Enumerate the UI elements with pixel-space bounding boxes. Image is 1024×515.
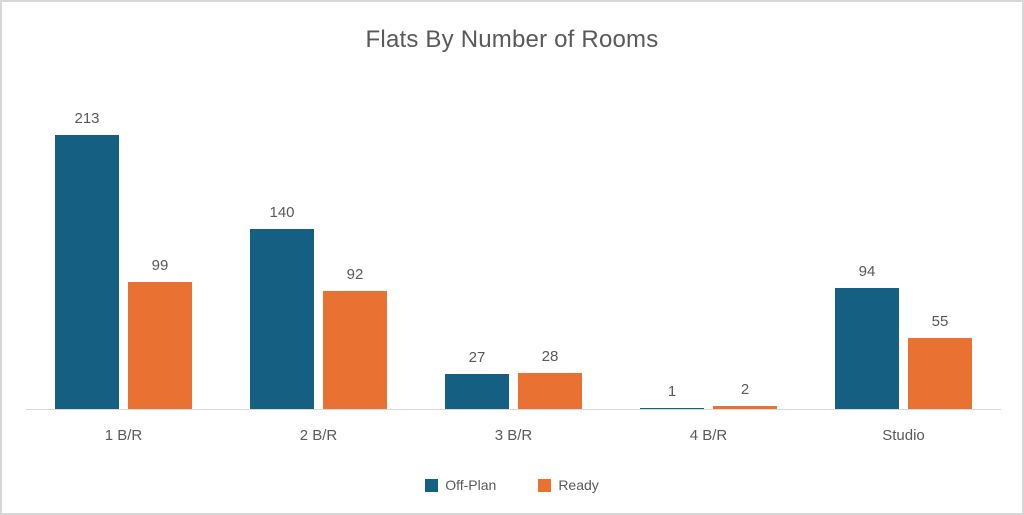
bar-offplan [835, 288, 899, 409]
bar-group-2br: 140 92 [221, 92, 416, 409]
legend: Off-Plan Ready [2, 477, 1022, 493]
bar-wrap: 140 [250, 205, 314, 409]
data-label: 28 [541, 348, 559, 365]
chart-title: Flats By Number of Rooms [365, 26, 659, 53]
bar-offplan [55, 135, 119, 409]
plot-area: 213 99 140 92 27 28 [26, 92, 1001, 410]
bar-wrap: 94 [835, 264, 899, 409]
bar-wrap: 2 [713, 382, 777, 409]
bar-wrap: 92 [323, 267, 387, 409]
bar-wrap: 55 [908, 314, 972, 409]
legend-item-ready: Ready [538, 477, 599, 493]
bar-ready [713, 406, 777, 409]
bar-group-1br: 213 99 [26, 92, 221, 409]
category-label-1br: 1 B/R [104, 427, 143, 444]
bar-wrap: 1 [640, 384, 704, 409]
legend-label-ready: Ready [558, 477, 599, 493]
data-label: 27 [468, 349, 486, 366]
bar-offplan [640, 408, 704, 409]
category-axis: 1 B/R 2 B/R 3 B/R 4 B/R Studio [26, 411, 1001, 444]
bar-ready [323, 291, 387, 409]
category-label-3br: 3 B/R [494, 427, 533, 444]
bar-ready [518, 373, 582, 409]
bar-group-3br: 27 28 [416, 92, 611, 409]
data-label: 213 [74, 110, 100, 127]
bar-wrap: 28 [518, 349, 582, 409]
bar-wrap: 99 [128, 258, 192, 409]
bar-offplan [445, 374, 509, 409]
data-label: 55 [931, 313, 949, 330]
offplan-swatch-icon [425, 478, 439, 492]
data-label: 99 [151, 257, 169, 274]
data-label: 2 [740, 381, 750, 398]
bar-offplan [250, 229, 314, 409]
bar-wrap: 213 [55, 111, 119, 409]
bar-group-studio: 94 55 [806, 92, 1001, 409]
category-label-4br: 4 B/R [689, 427, 728, 444]
ready-swatch-icon [538, 478, 552, 492]
bar-group-4br: 1 2 [611, 92, 806, 409]
legend-item-offplan: Off-Plan [425, 477, 496, 493]
data-label: 140 [269, 204, 295, 221]
data-label: 92 [346, 266, 364, 283]
data-label: 1 [667, 383, 677, 400]
data-label: 94 [858, 263, 876, 280]
bar-wrap: 27 [445, 350, 509, 409]
bar-ready [128, 282, 192, 409]
bar-ready [908, 338, 972, 409]
category-label-studio: Studio [882, 427, 925, 444]
legend-label-offplan: Off-Plan [445, 477, 497, 493]
category-label-2br: 2 B/R [299, 427, 338, 444]
